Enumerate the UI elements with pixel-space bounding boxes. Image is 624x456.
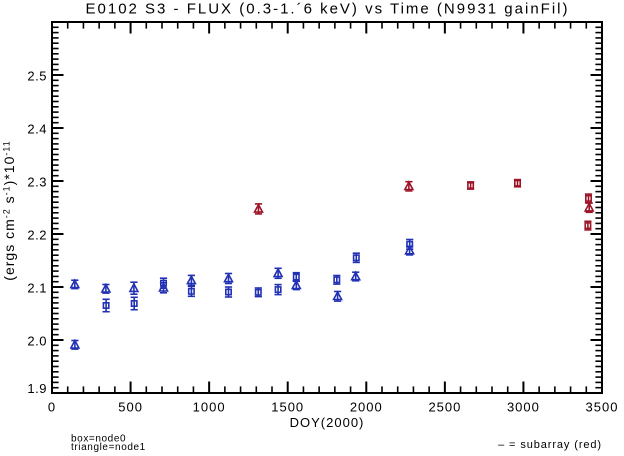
svg-text:2.1: 2.1 [27, 281, 47, 296]
svg-text:box=node0: box=node0 [71, 434, 126, 445]
svg-text:1000: 1000 [193, 400, 226, 415]
svg-text:1.9: 1.9 [27, 381, 47, 396]
svg-text:E0102 S3 - FLUX (0.3-1.´6 keV): E0102 S3 - FLUX (0.3-1.´6 keV) vs Time (… [86, 1, 570, 18]
svg-text:DOY(2000): DOY(2000) [290, 415, 365, 430]
svg-text:(ergs cm-2 s-1)*10-11: (ergs cm-2 s-1)*10-11 [1, 140, 17, 280]
svg-text:triangle=node1: triangle=node1 [71, 442, 146, 453]
svg-text:2.4: 2.4 [27, 122, 47, 137]
svg-text:2.5: 2.5 [27, 69, 47, 84]
svg-text:2.2: 2.2 [27, 228, 47, 243]
svg-text:2.3: 2.3 [27, 175, 47, 190]
svg-text:2000: 2000 [350, 400, 383, 415]
svg-text:– = subarray (red): – = subarray (red) [498, 439, 602, 451]
svg-text:0: 0 [48, 400, 56, 415]
svg-text:1500: 1500 [271, 400, 304, 415]
svg-text:500: 500 [118, 400, 143, 415]
svg-text:2.0: 2.0 [27, 334, 47, 349]
svg-text:3500: 3500 [586, 400, 619, 415]
svg-text:2500: 2500 [428, 400, 461, 415]
svg-text:3000: 3000 [507, 400, 540, 415]
